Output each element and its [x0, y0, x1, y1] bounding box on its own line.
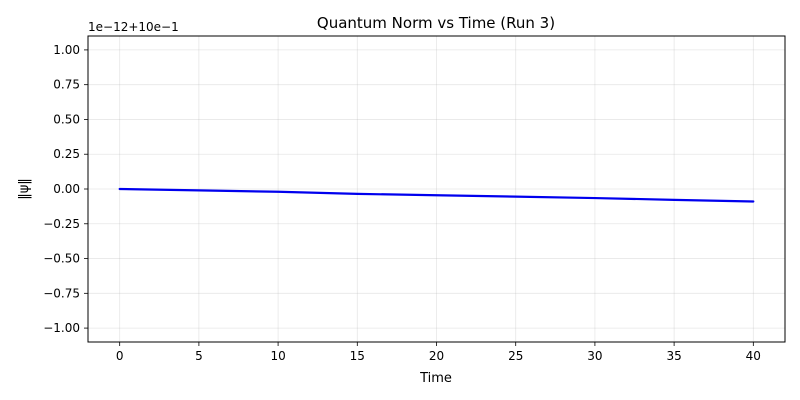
x-tick-label: 5 — [195, 349, 203, 363]
chart-title: Quantum Norm vs Time (Run 3) — [317, 14, 555, 32]
x-tick-label: 30 — [587, 349, 602, 363]
axis-ticks: 0 5 10 15 20 25 30 35 40 1.00 0.75 0.50 0.25 0.00 −0.2… — [43, 43, 761, 363]
y-tick-label: −1.00 — [43, 321, 80, 335]
y-axis-label: ‖ψ‖ — [17, 178, 32, 200]
x-tick-label: 10 — [270, 349, 285, 363]
y-tick-label: −0.75 — [43, 286, 80, 300]
series-layer — [118, 187, 755, 203]
x-tick-label: 25 — [508, 349, 523, 363]
y-tick-label: 0.25 — [53, 147, 80, 161]
y-tick-label: 1.00 — [53, 43, 80, 57]
x-tick-label: 15 — [350, 349, 365, 363]
y-tick-label: −0.25 — [43, 217, 80, 231]
x-tick-label: 35 — [666, 349, 681, 363]
y-offset-label: 1e−12+10e−1 — [88, 20, 179, 34]
x-tick-label: 20 — [429, 349, 444, 363]
x-tick-label: 0 — [116, 349, 124, 363]
y-tick-label: 0.00 — [53, 182, 80, 196]
y-tick-label: 0.50 — [53, 112, 80, 126]
series-line — [118, 187, 755, 203]
x-axis-label: Time — [419, 371, 452, 386]
y-tick-label: −0.50 — [43, 252, 80, 266]
grid — [88, 36, 785, 342]
y-tick-label: 0.75 — [53, 78, 80, 92]
x-tick-label: 40 — [746, 349, 761, 363]
